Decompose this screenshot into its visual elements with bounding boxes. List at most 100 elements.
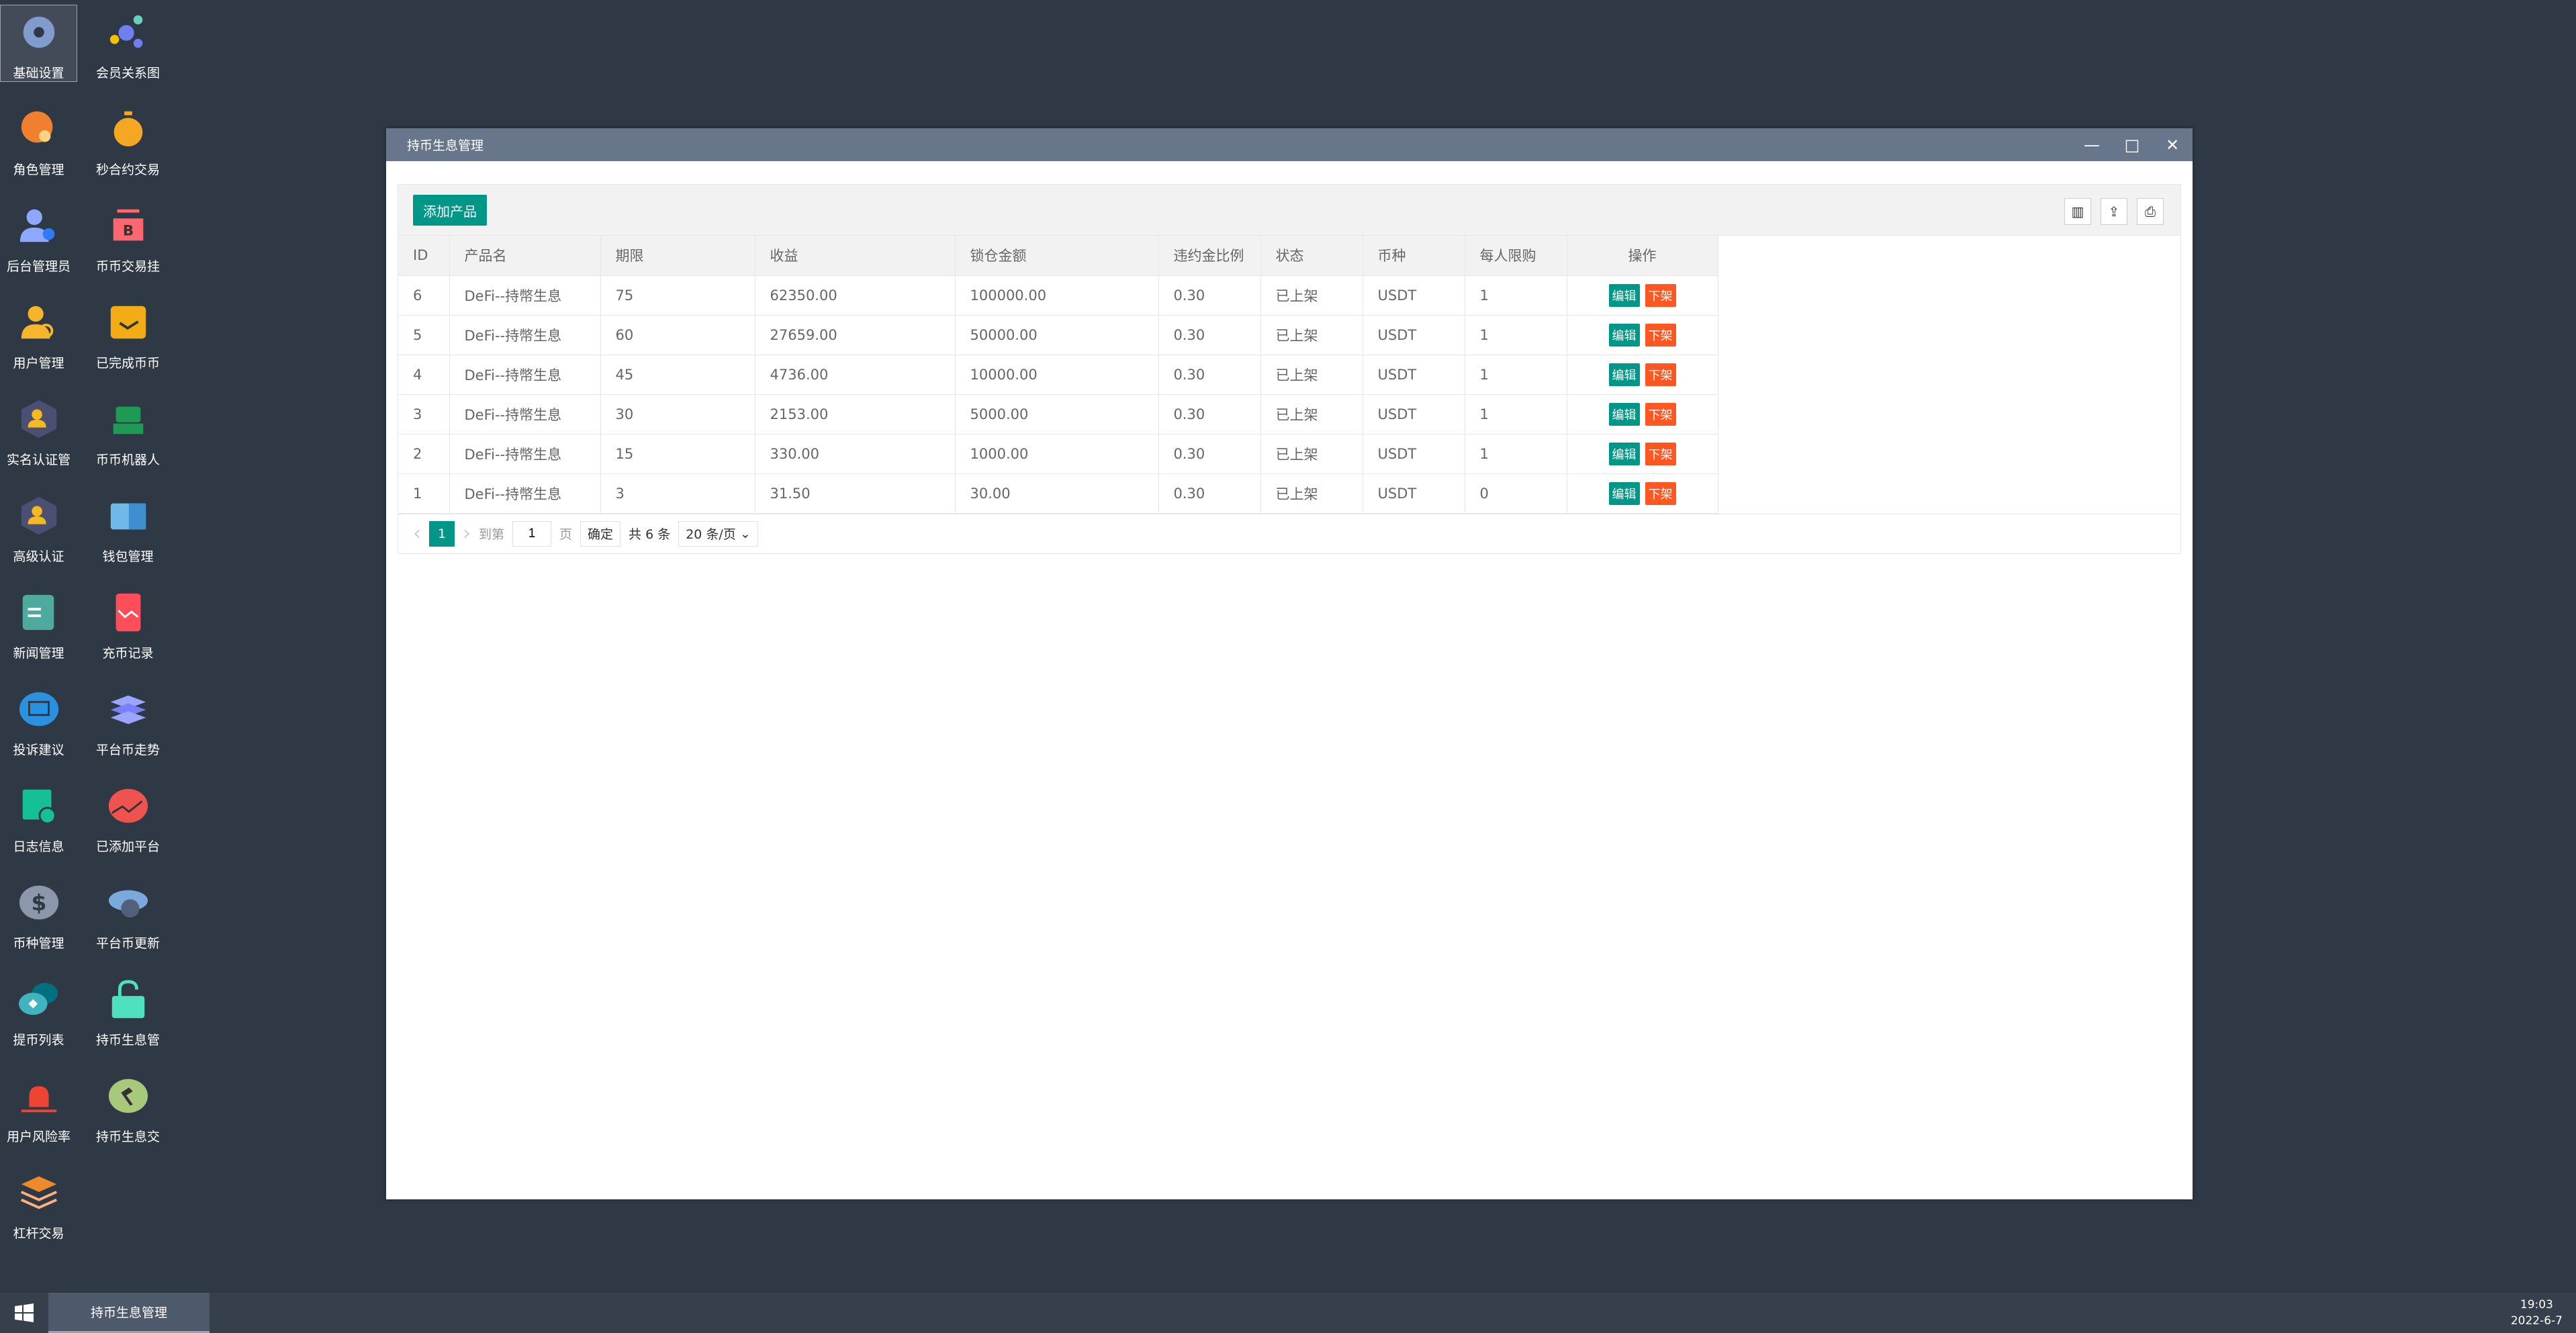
- table-cell: DeFi--持幣生息: [449, 315, 601, 355]
- table-cell: 30.00: [955, 473, 1159, 514]
- desktop-icon-bitcoin[interactable]: B 币币交易挂: [89, 198, 167, 275]
- desktop-icon-verified-user[interactable]: 实名认证管: [0, 392, 77, 469]
- clock: 19:03 2022-6-7: [2511, 1297, 2563, 1329]
- edit-button[interactable]: 编辑: [1608, 323, 1640, 347]
- check-box-icon: [110, 306, 146, 339]
- desktop-icon-label: 平台币走势: [95, 743, 160, 757]
- close-button[interactable]: ✕: [2165, 135, 2180, 154]
- desktop-icon-label: 投诉建议: [13, 743, 64, 757]
- desktop-icon-wallet[interactable]: 钱包管理: [89, 488, 167, 565]
- desktop-icon-label: 高级认证: [13, 549, 64, 564]
- print-icon[interactable]: ⎙: [2137, 198, 2164, 225]
- start-button[interactable]: [0, 1293, 48, 1333]
- unlist-button[interactable]: 下架: [1645, 442, 1676, 465]
- desktop-icon-hammer[interactable]: 持币生息交: [89, 1068, 167, 1146]
- column-header: ID: [398, 236, 450, 276]
- table-cell: 4: [398, 355, 450, 395]
- table-row: 4 DeFi--持幣生息 45 4736.00 10000.00 0.30 已上架 USDT 1…: [398, 355, 1718, 395]
- table-cell: 60: [600, 315, 755, 355]
- desktop-icon-check-box[interactable]: 已完成币币: [89, 295, 167, 372]
- table-cell: DeFi--持幣生息: [449, 434, 601, 474]
- desktop-icon-label: 币种管理: [13, 936, 64, 951]
- desktop-icon-coins[interactable]: 提币列表: [0, 972, 77, 1049]
- desktop-icon-label: 提币列表: [13, 1033, 64, 1048]
- next-page-button[interactable]: ›: [463, 522, 471, 545]
- desktop-icon-dollar[interactable]: $ 币种管理: [0, 875, 77, 952]
- desktop-icon-label: 平台币更新: [95, 936, 160, 951]
- table-cell: 1: [1465, 275, 1567, 316]
- desktop-icon-robot[interactable]: 币币机器人: [89, 392, 167, 469]
- robot-icon: [113, 406, 143, 434]
- desktop-icon-verified-user[interactable]: 高级认证: [0, 488, 77, 565]
- desktop-icon-news[interactable]: 新闻管理: [0, 585, 77, 662]
- per-page-select[interactable]: 20 条/页 ⌄: [678, 520, 758, 547]
- edit-button[interactable]: 编辑: [1608, 442, 1640, 465]
- desktop-icon-label: 钱包管理: [102, 549, 154, 564]
- desktop-icon-label: 已添加平台: [95, 839, 160, 854]
- desktop-icon-label: 币币交易挂: [95, 259, 160, 274]
- per-page-value: 20 条/页: [686, 527, 736, 542]
- edit-button[interactable]: 编辑: [1608, 481, 1640, 505]
- table-row: 2 DeFi--持幣生息 15 330.00 1000.00 0.30 已上架 USDT 1 编辑…: [398, 434, 1718, 474]
- export-icon[interactable]: ⇪: [2101, 198, 2127, 225]
- table-cell: 27659.00: [755, 315, 956, 355]
- prev-page-button[interactable]: ‹: [413, 522, 421, 545]
- edit-button[interactable]: 编辑: [1608, 283, 1640, 307]
- table-row: 5 DeFi--持幣生息 60 27659.00 50000.00 0.30 已上架 USDT…: [398, 315, 1718, 355]
- table-cell: 330.00: [755, 434, 956, 474]
- desktop-icon-layers[interactable]: 平台币走势: [89, 682, 167, 759]
- desktop-icon-label: 用户风险率: [6, 1130, 71, 1144]
- page-1-button[interactable]: 1: [429, 520, 455, 547]
- desktop-icon-trend[interactable]: 已添加平台: [89, 778, 167, 856]
- table-cell: 1000.00: [955, 434, 1159, 474]
- desktop-icon-phone-chart[interactable]: 充币记录: [89, 585, 167, 662]
- desktop-icon-alarm[interactable]: 用户风险率: [0, 1068, 77, 1146]
- desktop-icon-label: 杠杆交易: [13, 1226, 64, 1241]
- actions-cell: 编辑 下架: [1567, 275, 1718, 316]
- desktop-icon-mail[interactable]: 投诉建议: [0, 682, 77, 759]
- minimize-button[interactable]: —: [2084, 135, 2100, 154]
- desktop-icon-gear[interactable]: 基础设置: [0, 5, 77, 82]
- unlist-button[interactable]: 下架: [1645, 323, 1676, 347]
- desktop-icon-network[interactable]: 会员关系图: [89, 5, 167, 82]
- unlist-button[interactable]: 下架: [1645, 481, 1676, 505]
- wallet-icon: [110, 503, 146, 530]
- desktop-icon-label: 持币生息交: [95, 1130, 160, 1144]
- goto-page-input[interactable]: [512, 520, 552, 547]
- table-cell: 30: [600, 394, 755, 434]
- actions-cell: 编辑 下架: [1567, 434, 1718, 474]
- table-header-row: ID 产品名 期限 收益 锁仓金额 违约金比例 状态 币种 每人限购 操作: [398, 236, 1718, 276]
- goto-label: 到第: [479, 527, 505, 542]
- window-titlebar[interactable]: 持币生息管理 — □ ✕: [386, 128, 2193, 161]
- actions-cell: 编辑 下架: [1567, 355, 1718, 395]
- confirm-button[interactable]: 确定: [580, 520, 621, 547]
- table-row: 6 DeFi--持幣生息 75 62350.00 100000.00 0.30 已上架 USD…: [398, 275, 1718, 316]
- desktop-icon-user-search[interactable]: 用户管理: [0, 295, 77, 372]
- mail-icon: [19, 692, 58, 727]
- desktop-icon-stack[interactable]: 杠杆交易: [0, 1165, 77, 1242]
- desktop-icon-admin[interactable]: 后台管理员: [0, 198, 77, 275]
- unlist-button[interactable]: 下架: [1645, 283, 1676, 307]
- maximize-button[interactable]: □: [2124, 135, 2140, 154]
- unlist-button[interactable]: 下架: [1645, 363, 1676, 386]
- desktop-icon-log[interactable]: 日志信息: [0, 778, 77, 856]
- table-cell: 3: [398, 394, 450, 434]
- edit-button[interactable]: 编辑: [1608, 363, 1640, 386]
- column-header: 收益: [755, 236, 956, 276]
- windows-icon: [15, 1303, 34, 1322]
- desktop-icon-unlock[interactable]: 持币生息管: [89, 972, 167, 1049]
- edit-button[interactable]: 编辑: [1608, 402, 1640, 426]
- table-cell: DeFi--持幣生息: [449, 355, 601, 395]
- stack-icon: [20, 1176, 57, 1209]
- desktop-icon-stopwatch[interactable]: 秒合约交易: [89, 101, 167, 179]
- column-header: 币种: [1363, 236, 1465, 276]
- desktop-icon-label: 基础设置: [13, 66, 64, 81]
- unlist-button[interactable]: 下架: [1645, 402, 1676, 426]
- taskbar-item[interactable]: 持币生息管理: [48, 1293, 210, 1333]
- svg-text:B: B: [122, 223, 133, 240]
- desktop-icon-cloud-refresh[interactable]: 平台币更新: [89, 875, 167, 952]
- add-product-button[interactable]: 添加产品: [413, 195, 487, 226]
- desktop-icon-role[interactable]: 角色管理: [0, 101, 77, 179]
- column-filter-icon[interactable]: ▥: [2064, 198, 2091, 225]
- network-icon: [109, 15, 142, 48]
